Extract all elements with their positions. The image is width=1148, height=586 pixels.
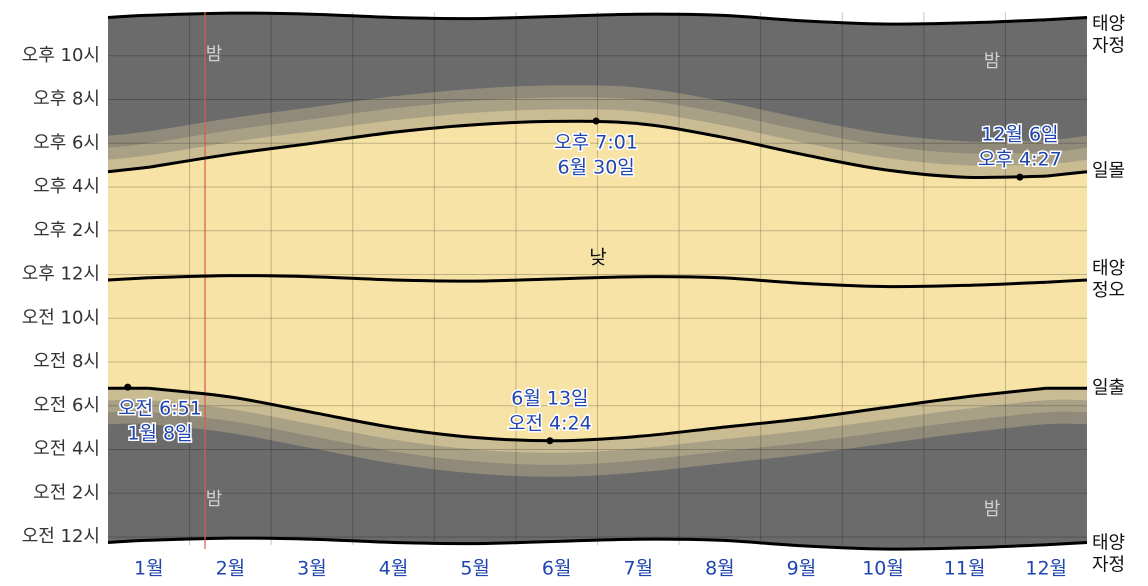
x-tick-label: 11월 — [944, 558, 986, 580]
midnight-line — [107, 11, 1088, 26]
y-tick-label: 오후 6시 — [33, 132, 100, 153]
y-tick-label: 오전 4시 — [33, 439, 100, 460]
x-tick-label: 3월 — [297, 558, 327, 580]
annotation-label: 오전 4:24 — [508, 412, 592, 434]
twilight-band — [108, 387, 1087, 477]
annotation-label: 6월 13일 — [511, 387, 588, 409]
y-tick-label: 오전 12시 — [22, 526, 100, 547]
series-label: 일몰 — [1092, 161, 1125, 182]
series-line-edge — [107, 276, 149, 282]
day-label: 낮 — [589, 247, 606, 269]
night-label: 밤 — [984, 51, 1001, 72]
annotation-point — [1016, 173, 1024, 181]
series-label: 일출 — [1092, 377, 1125, 398]
annotation-label: 오후 7:01 — [554, 132, 638, 154]
x-tick-label: 6월 — [542, 558, 572, 580]
annotation-label: 6월 30일 — [558, 157, 635, 179]
series-line — [148, 274, 1047, 289]
annotation-label: 12월 6일 — [981, 124, 1058, 146]
y-tick-label: 오전 2시 — [33, 482, 100, 503]
annotation-point — [124, 383, 132, 391]
annotation-label: 1월 8일 — [127, 423, 192, 445]
midnight-label: 태양 자정 — [1092, 532, 1125, 575]
y-tick-label: 오후 2시 — [33, 220, 100, 241]
y-tick-label: 오후 4시 — [33, 176, 100, 197]
annotation-point — [592, 117, 600, 125]
y-tick-label: 오전 8시 — [33, 351, 100, 372]
y-tick-label: 오후 8시 — [33, 89, 100, 110]
x-tick-label: 4월 — [379, 558, 409, 580]
midnight-label: 태양 자정 — [1092, 13, 1125, 56]
series-line — [148, 386, 1047, 443]
y-tick-label: 오후 10시 — [22, 45, 100, 66]
series-line-edge — [107, 165, 149, 174]
x-tick-label: 9월 — [787, 558, 817, 580]
annotation-label: 오전 6:51 — [118, 398, 202, 420]
annotation-label: 오후 4:27 — [978, 149, 1062, 171]
y-tick-label: 오전 6시 — [33, 395, 100, 416]
annotation-point — [546, 437, 554, 445]
series-label: 태양 정오 — [1092, 258, 1125, 301]
twilight-band — [108, 109, 1087, 178]
y-tick-label: 오전 10시 — [22, 307, 100, 328]
x-tick-label: 12월 — [1025, 558, 1067, 580]
x-tick-label: 10월 — [862, 558, 904, 580]
x-tick-label: 7월 — [624, 558, 654, 580]
y-tick-label: 오후 12시 — [22, 264, 100, 285]
series-line-edge — [1046, 170, 1088, 178]
day-area — [108, 121, 1087, 441]
x-tick-label: 2월 — [216, 558, 246, 580]
night-label: 밤 — [206, 489, 223, 510]
midnight-line — [107, 536, 1088, 551]
night-label: 밤 — [984, 499, 1001, 520]
x-tick-label: 8월 — [705, 558, 735, 580]
x-tick-label: 5월 — [460, 558, 490, 580]
series-line-edge — [1046, 278, 1088, 284]
x-tick-label: 1월 — [134, 558, 164, 580]
night-label: 밤 — [206, 44, 223, 65]
